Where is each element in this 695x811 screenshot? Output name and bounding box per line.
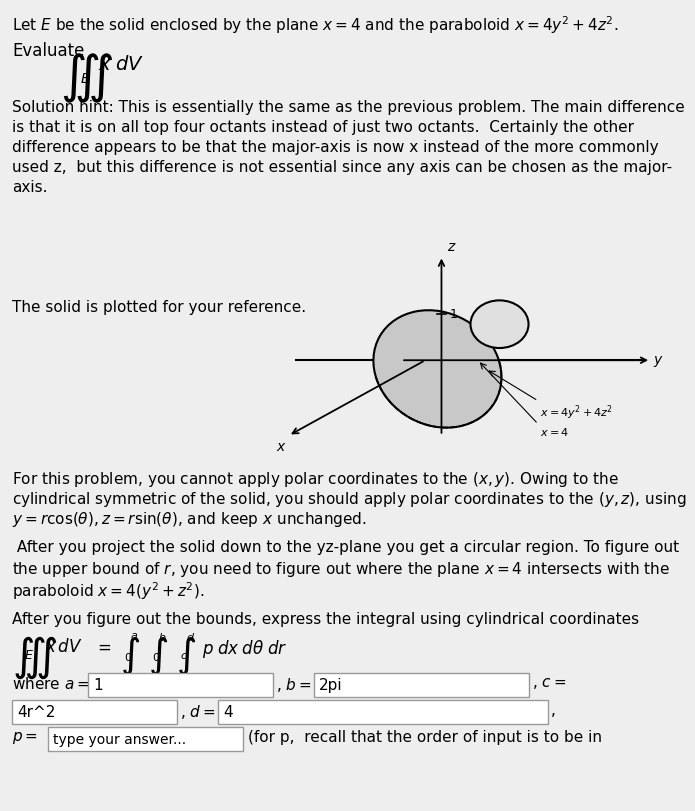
- Text: $z$: $z$: [447, 239, 457, 253]
- Text: $0$: $0$: [152, 650, 161, 663]
- Text: 4r^2: 4r^2: [17, 705, 56, 719]
- Text: , $c =$: , $c =$: [532, 676, 566, 690]
- Text: $\int$: $\int$: [120, 634, 140, 676]
- Text: , $d =$: , $d =$: [180, 702, 220, 720]
- Text: $x=4$: $x=4$: [540, 426, 569, 438]
- Text: $x$: $x$: [276, 439, 287, 453]
- Text: $a$: $a$: [130, 630, 138, 640]
- Text: axis.: axis.: [12, 180, 47, 195]
- Text: 2pi: 2pi: [319, 678, 343, 693]
- Text: $y$: $y$: [653, 354, 664, 368]
- Text: where $a =$: where $a =$: [12, 676, 94, 691]
- Text: $y = r\cos(\theta), z = r\sin(\theta)$, and keep $x$ unchanged.: $y = r\cos(\theta), z = r\sin(\theta)$, …: [12, 509, 367, 528]
- Text: The solid is plotted for your reference.: The solid is plotted for your reference.: [12, 299, 306, 315]
- Text: paraboloid $x = 4(y^2 + z^2)$.: paraboloid $x = 4(y^2 + z^2)$.: [12, 579, 204, 601]
- FancyBboxPatch shape: [12, 700, 177, 724]
- Text: $p =$: $p =$: [12, 729, 42, 745]
- FancyBboxPatch shape: [314, 673, 529, 697]
- FancyBboxPatch shape: [88, 673, 273, 697]
- Text: $x \; dV$: $x \; dV$: [98, 55, 144, 74]
- Text: $\iiint$: $\iiint$: [60, 52, 113, 105]
- FancyBboxPatch shape: [48, 727, 243, 751]
- Text: $c$: $c$: [180, 650, 188, 660]
- Text: the upper bound of $r$, you need to figure out where the plane $x = 4$ intersect: the upper bound of $r$, you need to figu…: [12, 560, 670, 578]
- Text: $=$: $=$: [94, 637, 111, 655]
- Text: $E$: $E$: [80, 72, 91, 86]
- Text: $0$: $0$: [124, 650, 132, 663]
- Text: (for p,  recall that the order of input is to be in: (for p, recall that the order of input i…: [248, 729, 602, 744]
- Ellipse shape: [471, 301, 528, 349]
- Text: After you figure out the bounds, express the integral using cylindrical coordina: After you figure out the bounds, express…: [12, 611, 639, 626]
- Text: $E$: $E$: [24, 648, 34, 661]
- Text: $\iiint$: $\iiint$: [12, 634, 57, 680]
- Text: $x=4y^2+4z^2$: $x=4y^2+4z^2$: [540, 402, 613, 421]
- Text: , $b =$: , $b =$: [276, 676, 316, 693]
- Text: For this problem, you cannot apply polar coordinates to the $(x, y)$. Owing to t: For this problem, you cannot apply polar…: [12, 470, 619, 488]
- Text: Let $E$ be the solid enclosed by the plane $x = 4$ and the paraboloid $x = 4y^2 : Let $E$ be the solid enclosed by the pla…: [12, 14, 619, 36]
- Text: 4: 4: [223, 705, 233, 719]
- Text: difference appears to be that the major-axis is now x instead of the more common: difference appears to be that the major-…: [12, 139, 659, 155]
- Text: cylindrical symmetric of the solid, you should apply polar coordinates to the $(: cylindrical symmetric of the solid, you …: [12, 489, 687, 508]
- Text: ,: ,: [551, 702, 556, 717]
- Text: After you project the solid down to the yz-plane you get a circular region. To f: After you project the solid down to the …: [12, 539, 679, 554]
- Text: 1: 1: [450, 308, 457, 321]
- Text: $\int$: $\int$: [148, 634, 168, 676]
- Text: type your answer...: type your answer...: [53, 732, 186, 746]
- Text: Evaluate: Evaluate: [12, 42, 84, 60]
- Ellipse shape: [373, 311, 502, 428]
- Text: 1: 1: [93, 678, 103, 693]
- Text: $d$: $d$: [186, 630, 195, 642]
- Text: used z,  but this difference is not essential since any axis can be chosen as th: used z, but this difference is not essen…: [12, 160, 672, 175]
- Text: $b$: $b$: [158, 630, 167, 642]
- Text: is that it is on all top four octants instead of just two octants.  Certainly th: is that it is on all top four octants in…: [12, 120, 634, 135]
- Text: Solution hint: This is essentially the same as the previous problem. The main di: Solution hint: This is essentially the s…: [12, 100, 685, 115]
- Text: $p \; dx \; d\theta \; dr$: $p \; dx \; d\theta \; dr$: [202, 637, 288, 659]
- FancyBboxPatch shape: [218, 700, 548, 724]
- Text: $x \, dV$: $x \, dV$: [45, 637, 83, 655]
- Text: $\int$: $\int$: [176, 634, 196, 676]
